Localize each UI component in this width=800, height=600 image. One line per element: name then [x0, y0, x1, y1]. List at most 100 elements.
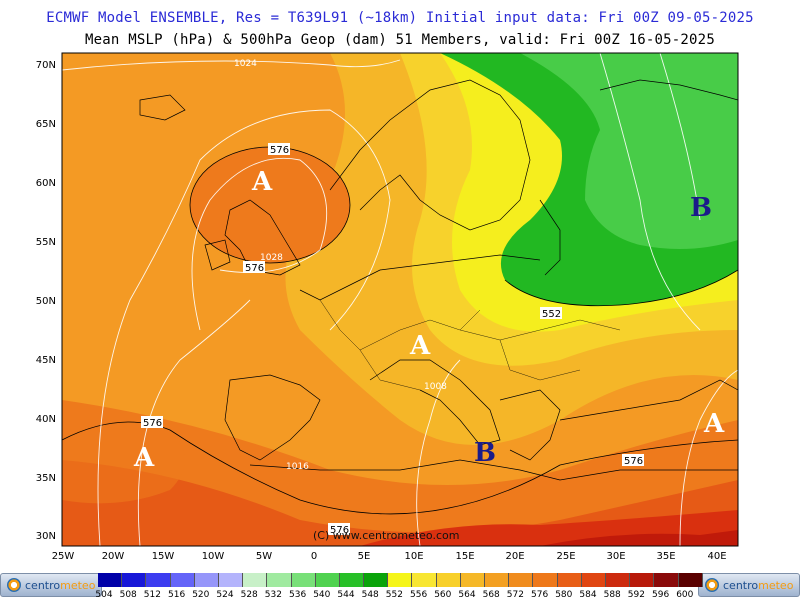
colorbar-swatch [412, 573, 437, 587]
copyright-text: (C) www.centrometeo.com [313, 529, 459, 542]
lat-label: 65N [35, 119, 56, 130]
high-center-atlantic: A [133, 443, 155, 473]
colorbar-swatch [654, 573, 679, 587]
colorbar-tick-label: 568 [482, 590, 500, 600]
low-center-ionian: B [474, 438, 496, 468]
lat-label: 60N [35, 178, 56, 189]
field-low-left-fill [62, 416, 185, 504]
colorbar-tick-label: 548 [361, 590, 379, 600]
lon-label: 10W [201, 551, 225, 562]
colorbar-swatch [436, 573, 461, 587]
colorbar-swatch [605, 573, 631, 587]
colorbar-swatch [291, 573, 316, 587]
colorbar-tick-label: 536 [289, 590, 307, 600]
colorbar-tick-label: 508 [119, 590, 137, 600]
logo-text: meteo [758, 578, 794, 592]
lon-label: 0 [310, 551, 318, 562]
colorbar-swatch [364, 573, 389, 587]
colorbar-tick-label: 512 [143, 590, 161, 600]
colorbar-swatch [98, 573, 123, 587]
lon-label: 10E [404, 551, 424, 562]
lon-label: 20W [101, 551, 125, 562]
logo-text: centro [723, 578, 759, 592]
high-center-uk: A [251, 167, 273, 197]
colorbar-swatch [218, 573, 244, 587]
colorbar-tick-label: 540 [313, 590, 331, 600]
geop-label: 576 [624, 456, 643, 467]
colorbar-tick-label: 560 [434, 590, 452, 600]
colorbar-swatch [581, 573, 606, 587]
lon-label: 30E [606, 551, 626, 562]
lat-label: 50N [35, 296, 56, 307]
colorbar-tick-label: 528 [240, 590, 258, 600]
lon-label: 40E [707, 551, 727, 562]
logo-text: centro [25, 578, 61, 592]
mslp-isobars [62, 53, 738, 546]
lon-label: 15W [151, 551, 175, 562]
colorbar-tick-label: 564 [458, 590, 476, 600]
colorbar-tick-label: 600 [676, 590, 694, 600]
centrometeo-logo-right[interactable]: centro meteo [698, 573, 800, 597]
centrometeo-logo-left[interactable]: centro meteo [0, 573, 102, 597]
mslp-label: 1008 [424, 382, 447, 392]
mslp-label: 1028 [260, 253, 283, 263]
lon-label: 25W [51, 551, 75, 562]
colorbar-tick-label: 552 [385, 590, 403, 600]
geop-label: 576 [143, 418, 162, 429]
colorbar-tick-label: 504 [95, 590, 113, 600]
title-field-info: Mean MSLP (hPa) & 500hPa Geop (dam) 51 M… [85, 32, 715, 48]
colorbar-swatch [146, 573, 171, 587]
logo-icon [705, 578, 719, 592]
colorbar-tick-label: 580 [555, 590, 573, 600]
colorbar-swatch [557, 573, 582, 587]
lat-label: 45N [35, 355, 56, 366]
mslp-label: 1024 [234, 59, 257, 69]
field-544-fill [520, 53, 738, 249]
lat-label: 55N [35, 237, 56, 248]
lon-label: 15E [455, 551, 475, 562]
colorbar-swatch [122, 573, 147, 587]
colorbar-swatch [485, 573, 510, 587]
title-model-info: ECMWF Model ENSEMBLE, Res = T639L91 (~18… [46, 10, 754, 26]
borders [319, 299, 621, 391]
colorbar-tick-label: 524 [216, 590, 234, 600]
colorbar-swatch [267, 573, 292, 587]
lon-label: 20E [505, 551, 525, 562]
coastlines [139, 79, 738, 481]
colorbar-tick-label: 520 [192, 590, 210, 600]
colorbar-tick-label: 532 [264, 590, 282, 600]
lon-label: 35E [656, 551, 676, 562]
map-frame [61, 52, 739, 547]
colorbar-tick-label: 592 [627, 590, 645, 600]
colorbar-tick-label: 556 [410, 590, 428, 600]
lat-label: 35N [35, 473, 56, 484]
logo-icon [7, 578, 21, 592]
field-588-fill [540, 530, 738, 546]
colorbar-swatch [315, 573, 340, 587]
colorbar-tick-label: 584 [579, 590, 597, 600]
colorbar [98, 573, 703, 587]
colorbar-swatch [194, 573, 219, 587]
mslp-label: 1016 [286, 462, 309, 472]
colorbar-swatch [460, 573, 485, 587]
lon-label: 5E [357, 551, 371, 562]
lat-label: 70N [35, 60, 56, 71]
logo-text: meteo [60, 578, 96, 592]
high-center-alps: A [409, 331, 431, 361]
colorbar-swatch [509, 573, 534, 587]
geop-label: 576 [330, 525, 349, 536]
colorbar-tick-label: 544 [337, 590, 355, 600]
contour-552 [504, 269, 738, 307]
geop-label: 552 [542, 309, 561, 320]
high-576-fill [190, 147, 350, 263]
colorbar-tick-label: 572 [506, 590, 524, 600]
colorbar-swatch [630, 573, 655, 587]
colorbar-tick-label: 516 [168, 590, 186, 600]
lon-label: 25E [556, 551, 576, 562]
lat-label: 30N [35, 531, 56, 542]
colorbar-swatch [170, 573, 195, 587]
low-center-russia: B [690, 193, 712, 223]
high-center-east: A [703, 409, 725, 439]
colorbar-swatch [678, 573, 703, 587]
